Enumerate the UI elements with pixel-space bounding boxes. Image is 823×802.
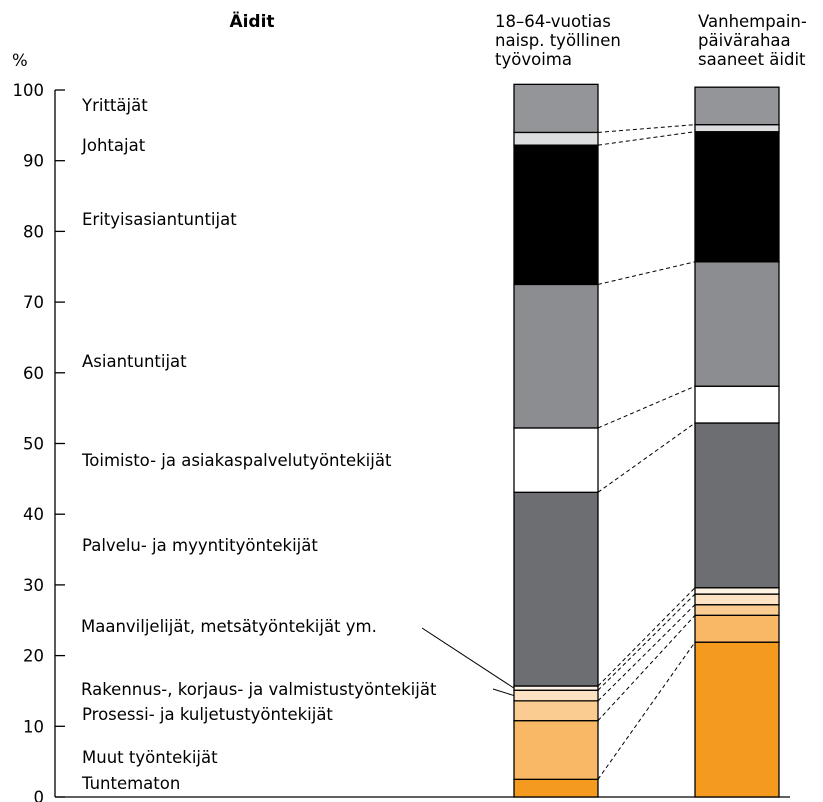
bar-segment — [694, 422, 780, 589]
bar-segment — [694, 587, 780, 595]
column-header-line: 18–64-vuotias — [495, 12, 611, 31]
bar-segment — [694, 604, 780, 616]
segment-connector — [597, 124, 696, 133]
leader-line — [421, 627, 515, 689]
bar-segment — [694, 261, 780, 387]
bar-segment — [513, 491, 599, 687]
bar-segment — [694, 123, 780, 133]
y-tick-label: 70 — [23, 293, 44, 312]
segment-connector — [597, 641, 696, 780]
leader-line — [492, 688, 515, 697]
segment-label: Tuntematon — [81, 774, 180, 793]
y-tick-label: 40 — [23, 505, 44, 524]
segment-label: Erityisasiantuntijat — [82, 210, 237, 229]
y-tick-label: 30 — [23, 576, 44, 595]
y-tick-label: 0 — [34, 788, 45, 802]
bar-segment — [513, 83, 599, 134]
chart-title: Äidit — [229, 10, 274, 32]
bar-segment — [513, 689, 599, 702]
bar-segment — [513, 283, 599, 429]
segment-connector — [597, 422, 696, 493]
bar-segment — [694, 614, 780, 643]
segment-connector — [597, 385, 696, 429]
y-tick-label: 50 — [23, 435, 44, 454]
segment-connector — [597, 593, 696, 691]
segment-label: Prosessi- ja kuljetustyöntekijät — [82, 705, 333, 724]
y-tick-label: 60 — [23, 364, 44, 383]
bar-segment — [513, 700, 599, 722]
segment-connector — [597, 614, 696, 721]
bar-segment — [513, 719, 599, 780]
y-axis-label: % — [12, 51, 28, 70]
segment-label: Maanviljelijät, metsätyöntekijät ym. — [81, 617, 377, 636]
segment-label: Palvelu- ja myyntityöntekijät — [82, 536, 318, 555]
column-header-line: naisp. työllinen — [495, 31, 621, 50]
y-tick-label: 90 — [23, 152, 44, 171]
column-header-line: Vanhempain- — [698, 12, 807, 31]
y-tick-label: 20 — [23, 647, 44, 666]
bar-segment — [513, 427, 599, 493]
column-header-line: päivärahaa — [698, 31, 791, 50]
segment-connector — [597, 604, 696, 702]
y-tick-label: 100 — [13, 81, 45, 100]
y-tick-label: 10 — [23, 717, 44, 736]
bar-segment — [513, 144, 599, 286]
segment-label: Toimisto- ja asiakaspalvelutyöntekijät — [81, 451, 392, 470]
column-header-line: työvoima — [495, 50, 572, 69]
segment-label: Muut työntekijät — [82, 748, 218, 767]
bar-segment — [513, 778, 599, 798]
bar-segment — [694, 131, 780, 263]
segment-label: Asiantuntijat — [82, 352, 187, 371]
segment-connector — [597, 587, 696, 687]
segment-connector — [597, 131, 696, 146]
bar-segment — [694, 593, 780, 606]
segment-label: Yrittäjät — [81, 96, 148, 115]
segment-label: Johtajat — [81, 136, 146, 155]
y-tick-label: 80 — [23, 222, 44, 241]
bar-segment — [694, 86, 780, 126]
bar-segment — [694, 641, 780, 798]
bar-segment — [694, 385, 780, 424]
segment-connector — [597, 261, 696, 285]
bar-segment — [513, 131, 599, 146]
column-header-line: saaneet äidit — [698, 50, 806, 69]
segment-label: Rakennus-, korjaus- ja valmistustyönteki… — [81, 680, 437, 699]
